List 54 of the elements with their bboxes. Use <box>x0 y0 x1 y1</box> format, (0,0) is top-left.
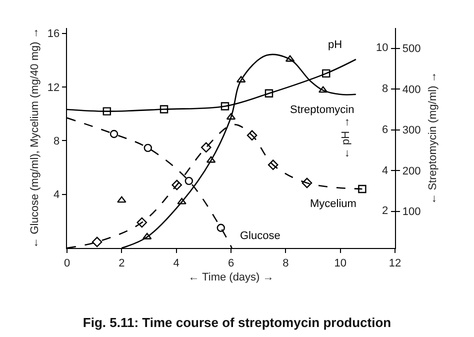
point <box>110 130 118 138</box>
point <box>92 236 102 248</box>
series-label: Glucose <box>240 230 280 242</box>
y2-tick-label: 10 <box>376 42 388 54</box>
point <box>160 105 168 114</box>
point <box>216 224 225 232</box>
y2-tick-label: 8 <box>382 83 388 95</box>
x-tick-label: 4 <box>173 257 180 270</box>
point <box>184 176 194 186</box>
y-tick-label: 4 <box>54 189 60 202</box>
y2-tick-label: 2 <box>382 205 388 217</box>
point <box>177 198 186 204</box>
point <box>246 130 258 140</box>
x-tick-label: 8 <box>282 257 289 270</box>
y-axis-title: ← Glucose (mg/ml), Mycelium (mg/40 mg) → <box>29 28 42 248</box>
x-tick-label: 6 <box>228 257 234 270</box>
point <box>285 55 295 62</box>
y3-tick-label: 400 <box>402 84 421 96</box>
series-label: Streptomycin <box>290 104 354 116</box>
text: Fig. 5.11: Time course of streptomycin production <box>82 314 392 330</box>
y3-tick-label: 100 <box>402 206 421 218</box>
point <box>264 89 274 98</box>
x-tick-label: 10 <box>334 257 346 270</box>
y2-tick-label: 4 <box>382 165 388 177</box>
y3-axis-title: ← Streptomycin (mg/ml) → <box>426 72 439 204</box>
point <box>358 184 366 194</box>
point <box>302 178 312 188</box>
point <box>144 144 152 152</box>
y-tick-label: 8 <box>54 136 60 148</box>
x-tick-label: 2 <box>118 257 125 270</box>
point <box>102 107 112 116</box>
y-tick-label: 12 <box>47 82 60 94</box>
y2-axis-title: ← pH → <box>340 116 352 160</box>
point <box>142 232 152 240</box>
series-label: pH <box>328 39 342 51</box>
point <box>322 69 330 78</box>
point <box>117 196 126 203</box>
y3-tick-label: 200 <box>402 165 421 178</box>
point <box>200 142 212 153</box>
x-tick-label: 0 <box>64 257 70 270</box>
x-axis-title: ← Time (days) → <box>188 272 274 284</box>
point <box>206 156 216 163</box>
point <box>136 217 148 228</box>
point <box>172 180 182 190</box>
y3-tick-label: 500 <box>402 43 421 56</box>
y-tick-label: 16 <box>47 28 60 40</box>
point <box>226 113 236 120</box>
y3-tick-label: 300 <box>402 124 421 137</box>
x-tick-label: 12 <box>388 257 402 270</box>
point <box>220 102 230 110</box>
y2-tick-label: 6 <box>382 124 388 136</box>
series-label: Mycelium <box>310 198 356 210</box>
point <box>268 160 278 170</box>
point <box>318 86 328 93</box>
